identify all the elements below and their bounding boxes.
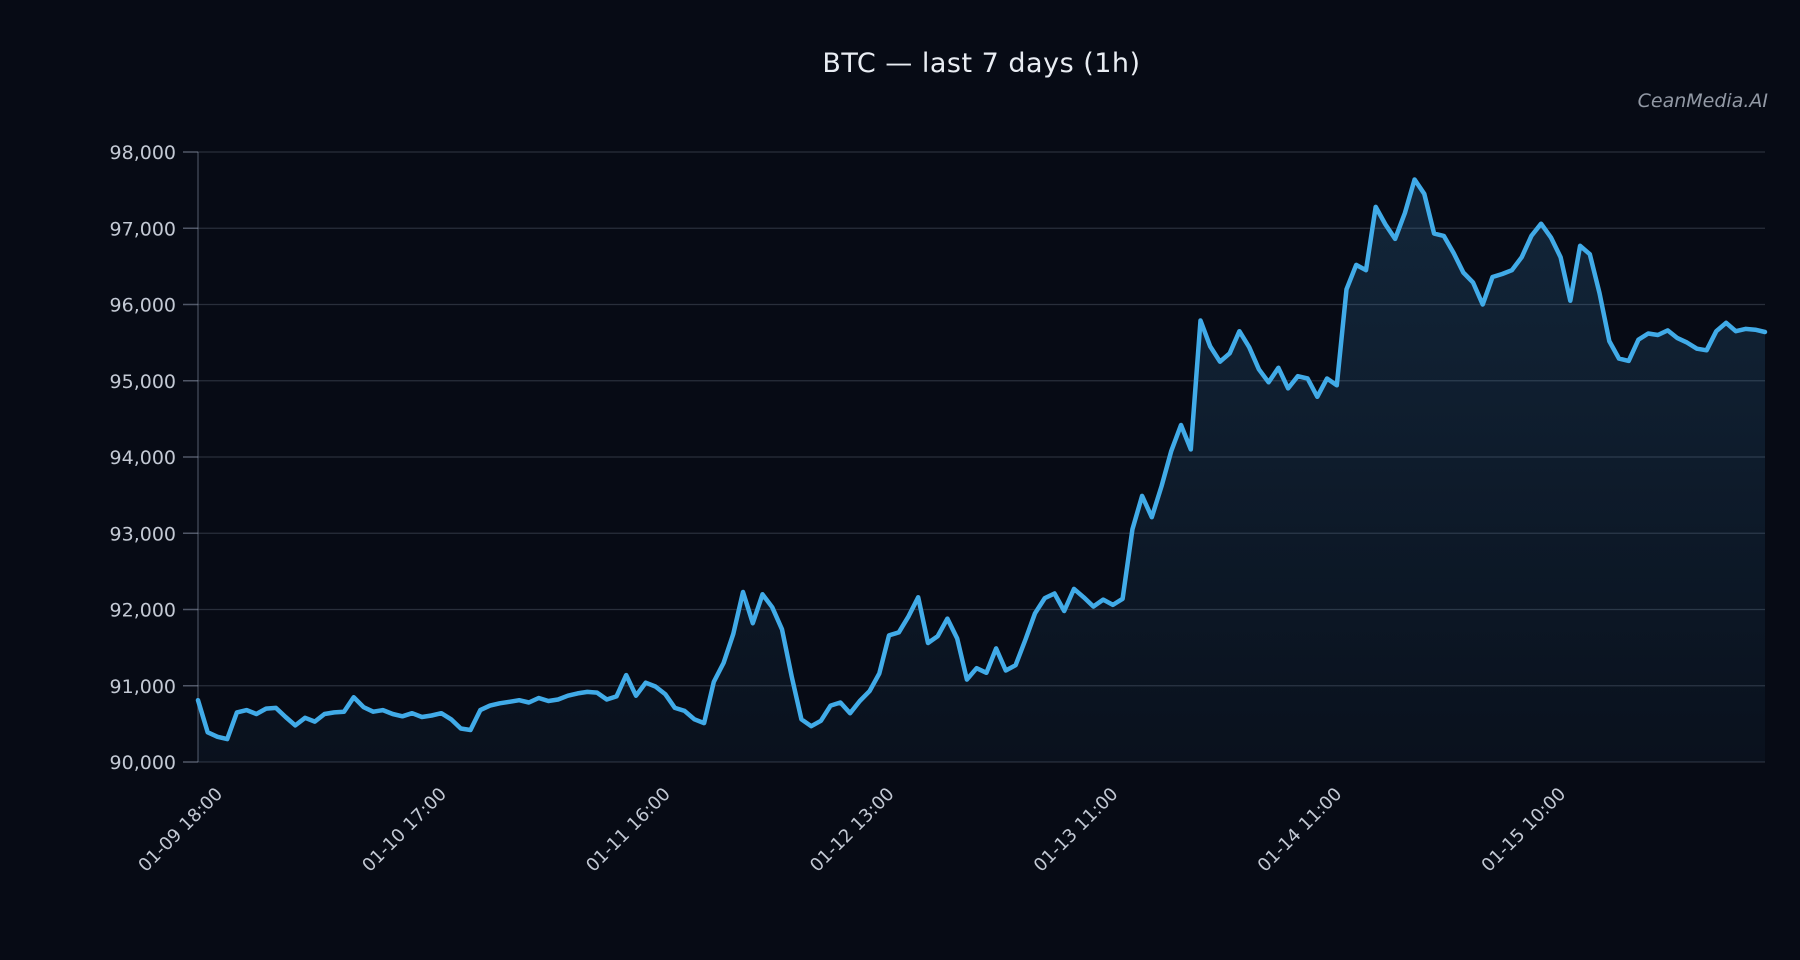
watermark-label: CeanMedia.AI: [1637, 90, 1768, 112]
y-tick-label: 94,000: [110, 447, 176, 469]
x-tick-label: 01-15 10:00: [1478, 784, 1571, 877]
x-tick-label: 01-09 18:00: [134, 784, 227, 877]
y-tick-label: 96,000: [110, 295, 176, 317]
y-tick-label: 91,000: [110, 676, 176, 698]
chart-title: BTC — last 7 days (1h): [822, 48, 1141, 79]
y-tick-label: 98,000: [110, 142, 176, 164]
y-tick-label: 92,000: [110, 600, 176, 622]
price-line: [195, 177, 1768, 742]
y-tick-label: 93,000: [110, 523, 176, 545]
x-tick-label: 01-11 16:00: [582, 784, 675, 877]
x-tick-label: 01-14 11:00: [1254, 784, 1347, 877]
price-area-fill: [198, 179, 1765, 762]
x-tick-label: 01-10 17:00: [358, 784, 451, 877]
x-tick-label: 01-12 13:00: [806, 784, 899, 877]
x-tick-label: 01-13 11:00: [1030, 784, 1123, 877]
y-tick-label: 90,000: [110, 752, 176, 774]
y-tick-label: 97,000: [110, 218, 176, 240]
y-tick-label: 95,000: [110, 371, 176, 393]
